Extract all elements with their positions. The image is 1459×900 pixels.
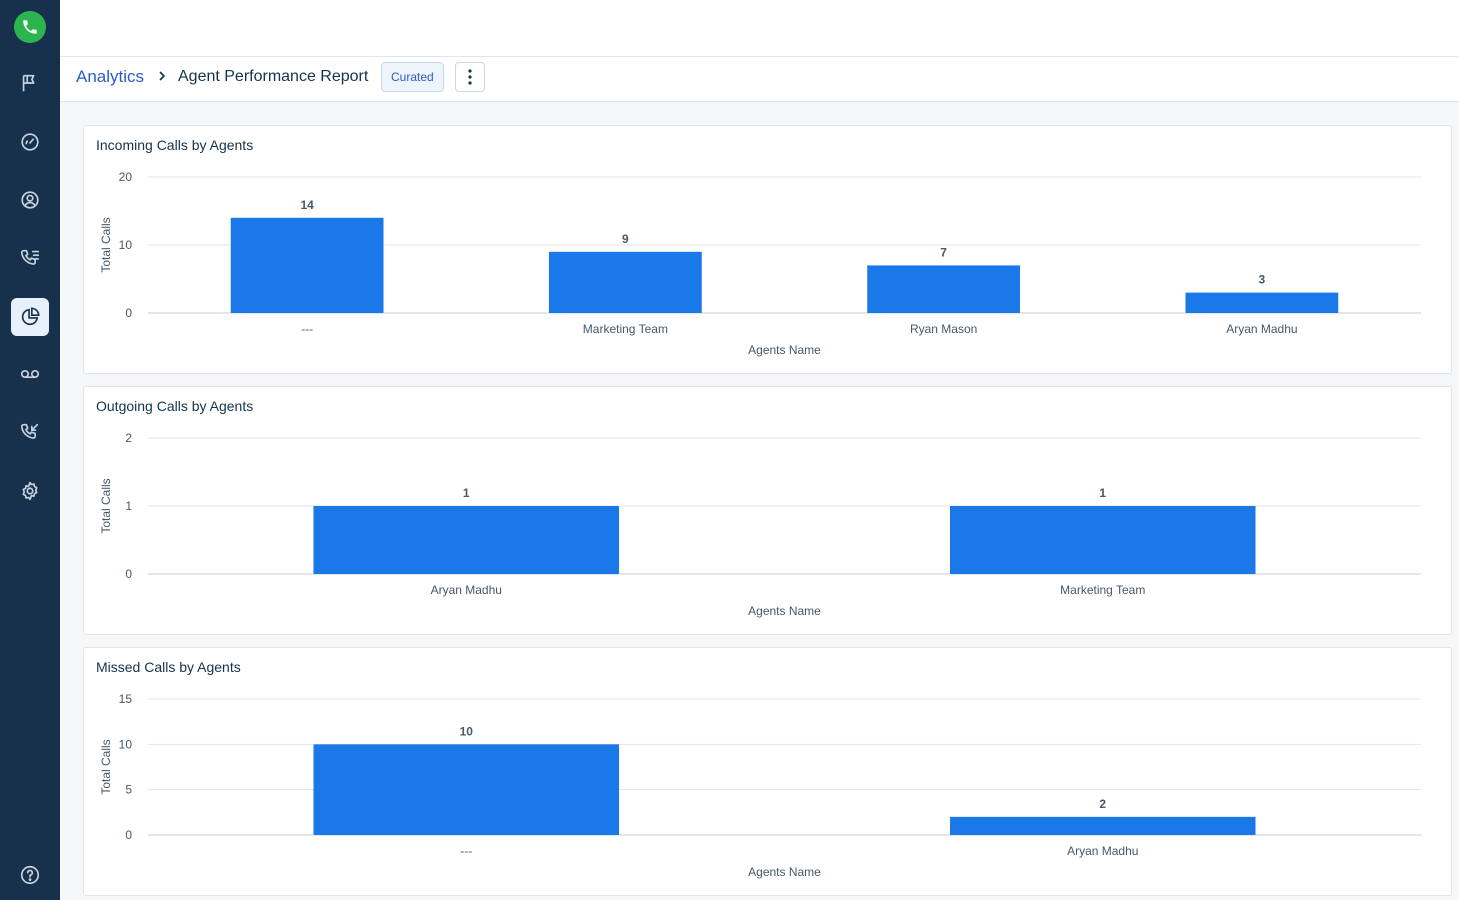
incoming-calls-chart: 0 10 20 Total Calls 14 --- 9 Marketing Team 7 Rya…	[99, 170, 1421, 357]
bar	[949, 816, 1256, 835]
y-tick-label: 1	[125, 499, 132, 513]
missed-calls-chart: 0 5 10 15 Total Calls 10 --- 2 Aryan Madhu Agents…	[99, 692, 1421, 879]
incoming-calls-card: Incoming Calls by Agents 0 10 20 Total Call…	[83, 125, 1452, 374]
outgoing-calls-chart: 0 1 2 Total Calls 1 Aryan Madhu 1 Marketing Tea…	[99, 431, 1421, 618]
x-tick-label: Ryan Mason	[910, 322, 977, 336]
y-axis-title: Total Calls	[99, 739, 113, 794]
voicemail-icon[interactable]	[11, 355, 49, 393]
breadcrumb: Analytics Agent Performance Report Curat…	[60, 57, 1459, 102]
bar-value-label: 10	[460, 724, 474, 738]
y-tick-label: 5	[125, 783, 132, 797]
sidebar-nav	[0, 0, 60, 900]
y-tick-label: 10	[119, 238, 133, 252]
y-tick-label: 10	[119, 737, 133, 751]
x-tick-label: ---	[301, 322, 313, 336]
x-axis-title: Agents Name	[748, 865, 821, 879]
bar-value-label: 1	[1099, 486, 1106, 500]
analytics-pie-icon[interactable]	[11, 298, 49, 336]
dashboard-gauge-icon[interactable]	[11, 123, 49, 161]
y-tick-label: 15	[119, 692, 133, 706]
more-options-button[interactable]	[455, 62, 485, 92]
x-tick-label: Aryan Madhu	[1226, 322, 1297, 336]
missed-calls-card: Missed Calls by Agents 0 5 10 15 Total Calls…	[83, 647, 1452, 896]
bar-value-label: 1	[463, 486, 470, 500]
bar-value-label: 14	[300, 198, 314, 212]
chevron-right-icon	[159, 71, 166, 81]
kebab-menu-icon	[468, 69, 472, 85]
bar-value-label: 9	[622, 232, 629, 246]
y-tick-label: 2	[125, 431, 132, 445]
y-tick-label: 0	[125, 828, 132, 842]
flag-icon[interactable]	[11, 64, 49, 102]
y-tick-label: 20	[119, 170, 133, 184]
bar	[949, 506, 1256, 574]
contact-icon[interactable]	[11, 181, 49, 219]
outgoing-calls-card: Outgoing Calls by Agents 0 1 2 Total Calls 1…	[83, 386, 1452, 635]
y-tick-label: 0	[125, 306, 132, 320]
x-axis-title: Agents Name	[748, 343, 821, 357]
bar	[313, 744, 620, 835]
chart-title: Outgoing Calls by Agents	[96, 398, 254, 414]
help-icon[interactable]	[11, 856, 49, 894]
x-tick-label: Marketing Team	[1060, 583, 1145, 597]
report-content: Incoming Calls by Agents 0 10 20 Total Call…	[60, 102, 1459, 900]
top-bar	[60, 0, 1459, 57]
y-axis-title: Total Calls	[99, 217, 113, 272]
bar	[548, 251, 702, 313]
phone-logo-icon[interactable]	[14, 11, 46, 43]
x-tick-label: Marketing Team	[583, 322, 668, 336]
bar	[313, 506, 620, 574]
bar-value-label: 3	[1259, 273, 1266, 287]
curated-badge: Curated	[381, 62, 444, 92]
y-tick-label: 0	[125, 567, 132, 581]
settings-gear-icon[interactable]	[11, 472, 49, 510]
x-tick-label: Aryan Madhu	[1067, 844, 1138, 858]
breadcrumb-analytics-link[interactable]: Analytics	[76, 67, 145, 86]
chart-title: Incoming Calls by Agents	[96, 137, 254, 153]
x-axis-title: Agents Name	[748, 604, 821, 618]
bar	[230, 217, 384, 313]
chart-title: Missed Calls by Agents	[96, 659, 241, 675]
y-axis-title: Total Calls	[99, 478, 113, 533]
bar	[867, 265, 1021, 313]
bar-value-label: 2	[1099, 797, 1106, 811]
bar-value-label: 7	[940, 245, 947, 259]
bar	[1185, 292, 1339, 313]
x-tick-label: ---	[460, 844, 472, 858]
call-transfer-icon[interactable]	[11, 413, 49, 451]
call-log-icon[interactable]	[11, 239, 49, 277]
x-tick-label: Aryan Madhu	[431, 583, 502, 597]
page-title: Agent Performance Report	[178, 68, 369, 85]
